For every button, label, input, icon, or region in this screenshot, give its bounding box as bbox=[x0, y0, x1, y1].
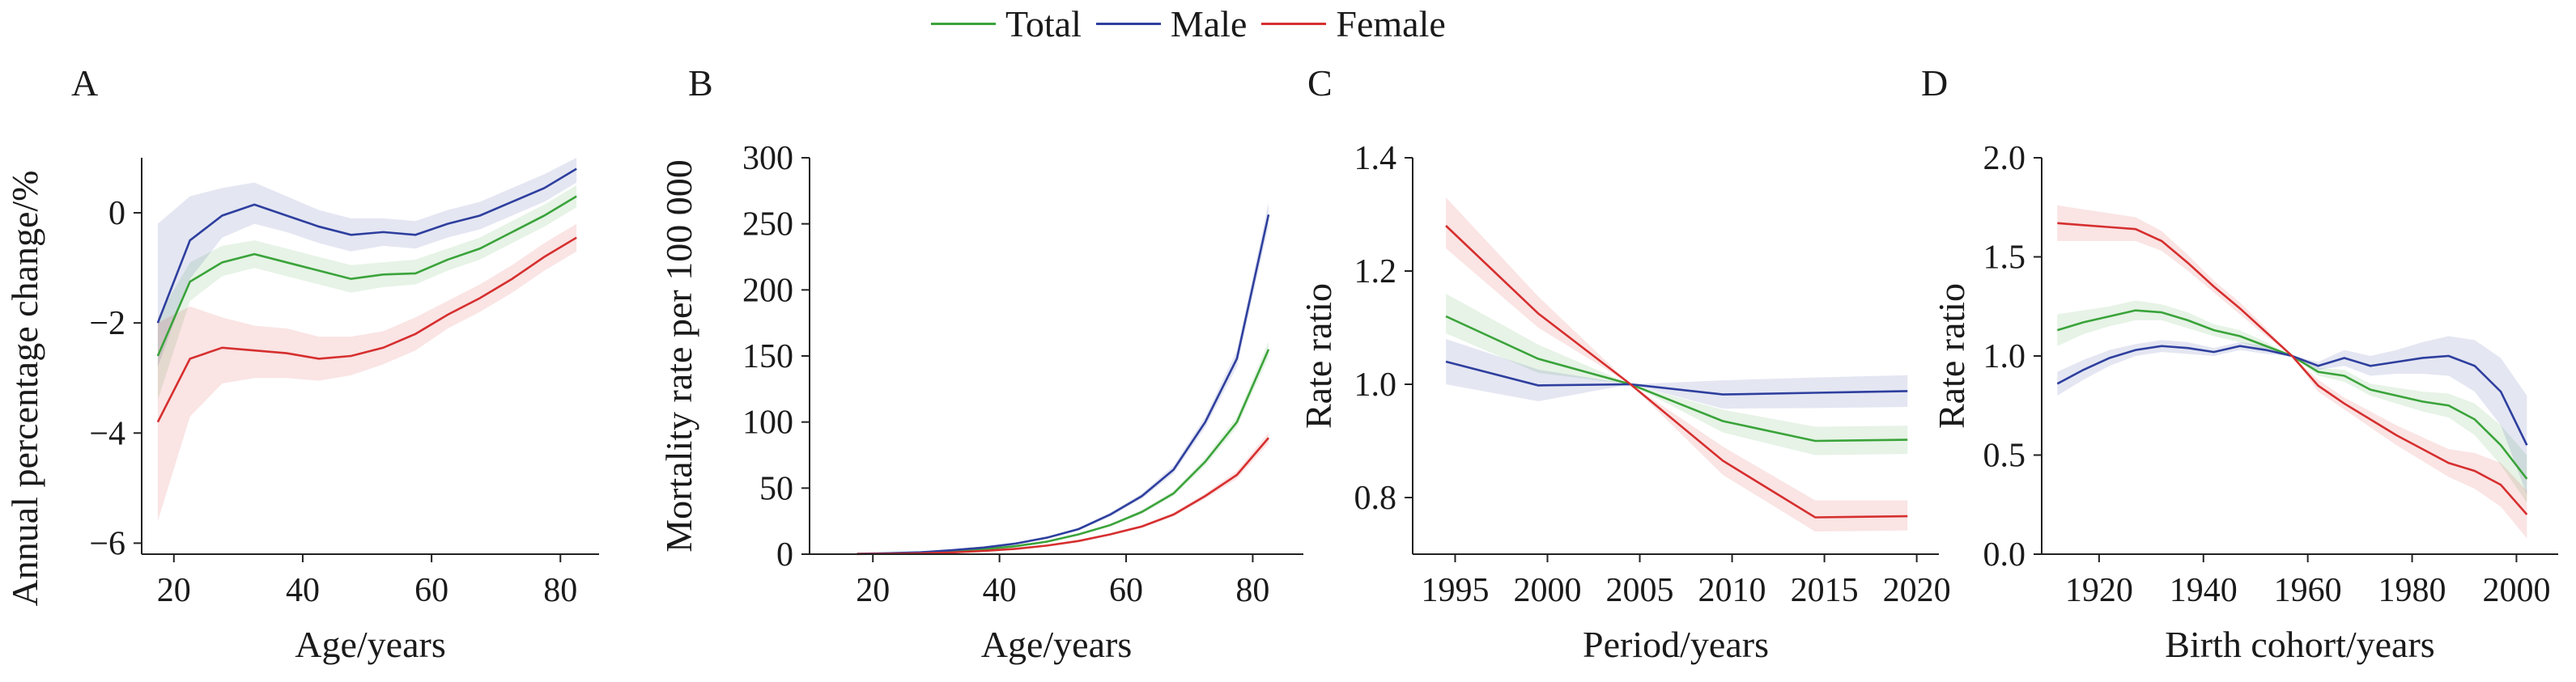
line-total-b bbox=[857, 349, 1270, 555]
x-tick-label-d: 1980 bbox=[2378, 572, 2446, 609]
x-tick-label-a: 60 bbox=[414, 572, 448, 609]
x-tick-label-b: 60 bbox=[1109, 572, 1143, 609]
y-tick-label-a: −4 bbox=[89, 415, 125, 452]
legend-item-female: Female bbox=[1261, 2, 1446, 45]
panel-label-a: A bbox=[71, 62, 98, 104]
band-male-d bbox=[2057, 336, 2527, 495]
y-tick-label-a: −2 bbox=[89, 305, 125, 342]
y-tick-label-b: 250 bbox=[742, 206, 793, 244]
band-female-a bbox=[157, 223, 577, 522]
x-tick-label-b: 80 bbox=[1235, 572, 1269, 609]
x-tick-label-c: 2005 bbox=[1606, 572, 1674, 609]
x-tick-label-d: 1920 bbox=[2065, 572, 2133, 609]
y-tick-label-d: 1.5 bbox=[1983, 239, 2026, 277]
band-female-b bbox=[857, 432, 1269, 554]
y-tick-label-a: 0 bbox=[108, 195, 125, 232]
x-tick-label-d: 1960 bbox=[2274, 572, 2342, 609]
line-male-a bbox=[156, 167, 577, 324]
legend-swatch-female bbox=[1261, 22, 1327, 25]
band-male-a bbox=[157, 158, 577, 367]
y-axis-label-c: Rate ratio bbox=[1298, 283, 1339, 429]
x-tick-label-d: 1940 bbox=[2170, 572, 2238, 609]
line-male-b bbox=[857, 214, 1270, 555]
y-tick-label-c: 0.8 bbox=[1354, 480, 1397, 517]
y-tick-label-c: 1.2 bbox=[1354, 253, 1397, 290]
legend-swatch-total bbox=[931, 22, 996, 25]
y-tick-label-d: 1.0 bbox=[1983, 338, 2026, 375]
x-axis-label-d: Birth cohort/years bbox=[2165, 624, 2434, 665]
y-axis-label-d: Rate ratio bbox=[1931, 283, 1972, 429]
y-tick-label-a: −6 bbox=[89, 525, 125, 562]
y-axis-label-b: Mortality rate per 100 000 bbox=[658, 159, 699, 552]
y-tick-label-b: 200 bbox=[742, 272, 793, 309]
panel-label-c: C bbox=[1307, 62, 1333, 104]
band-female-d bbox=[2057, 205, 2527, 539]
panel-c: C 0.8 1.0 1.2 1.4 1995 2000 2005 2010 2015 2020 Per… bbox=[1298, 62, 1951, 665]
x-tick-label-c: 2000 bbox=[1513, 572, 1581, 609]
x-axis-label-a: Age/years bbox=[295, 624, 445, 665]
y-tick-label-d: 0.0 bbox=[1983, 536, 2026, 574]
x-tick-label-a: 80 bbox=[543, 572, 577, 609]
x-tick-label-c: 2020 bbox=[1883, 572, 1951, 609]
line-total-c bbox=[1445, 315, 1908, 443]
legend-swatch-male bbox=[1095, 22, 1161, 25]
line-female-c bbox=[1445, 225, 1908, 519]
legend-label-female: Female bbox=[1336, 2, 1446, 44]
y-tick-label-d: 2.0 bbox=[1983, 140, 2026, 177]
y-tick-label-d: 0.5 bbox=[1983, 438, 2026, 475]
band-male-b bbox=[857, 202, 1269, 554]
x-tick-label-b: 20 bbox=[856, 572, 890, 609]
x-axis-label-c: Period/years bbox=[1583, 624, 1769, 665]
y-tick-label-c: 1.0 bbox=[1354, 366, 1397, 404]
x-tick-label-b: 40 bbox=[983, 572, 1017, 609]
panel-label-b: B bbox=[688, 62, 713, 104]
y-tick-label-c: 1.4 bbox=[1354, 140, 1397, 177]
legend-item-total: Total bbox=[931, 2, 1082, 45]
band-total-d bbox=[2057, 300, 2527, 503]
panel-d: D 0.0 0.5 1.0 1.5 2.0 1920 1940 1960 1980 2000 Birt… bbox=[1921, 62, 2558, 665]
line-total-a bbox=[156, 195, 577, 357]
panel-b: B 0 50 100 150 200 250 300 20 40 60 80 Age/years Mort… bbox=[658, 62, 1303, 665]
line-female-d bbox=[2057, 222, 2528, 515]
x-axis-label-b: Age/years bbox=[981, 624, 1132, 665]
band-total-b bbox=[857, 341, 1269, 554]
x-tick-label-a: 20 bbox=[157, 572, 191, 609]
band-total-c bbox=[1446, 294, 1908, 455]
y-tick-label-b: 0 bbox=[776, 536, 793, 574]
y-tick-label-b: 300 bbox=[742, 140, 793, 177]
band-male-c bbox=[1446, 339, 1908, 409]
y-axis-label-a: Annual percentage change/% bbox=[4, 171, 45, 607]
y-tick-label-b: 150 bbox=[742, 338, 793, 375]
legend-label-total: Total bbox=[1005, 2, 1082, 44]
y-tick-label-b: 50 bbox=[759, 470, 793, 507]
line-female-a bbox=[156, 236, 577, 423]
legend-label-male: Male bbox=[1170, 2, 1248, 44]
legend: Total Male Female bbox=[931, 3, 1446, 44]
x-tick-label-c: 2015 bbox=[1791, 572, 1859, 609]
x-tick-label-a: 40 bbox=[286, 572, 320, 609]
line-male-c bbox=[1445, 360, 1908, 396]
line-female-b bbox=[857, 437, 1269, 556]
x-tick-label-d: 2000 bbox=[2482, 572, 2550, 609]
panel-label-d: D bbox=[1921, 62, 1948, 104]
x-tick-label-c: 2010 bbox=[1698, 572, 1766, 609]
y-tick-label-b: 100 bbox=[742, 405, 793, 442]
x-tick-label-c: 1995 bbox=[1421, 572, 1489, 609]
legend-item-male: Male bbox=[1095, 2, 1248, 45]
panel-a: A −6 −4 −2 0 20 40 60 80 Age/years Annual percenta… bbox=[4, 62, 599, 665]
